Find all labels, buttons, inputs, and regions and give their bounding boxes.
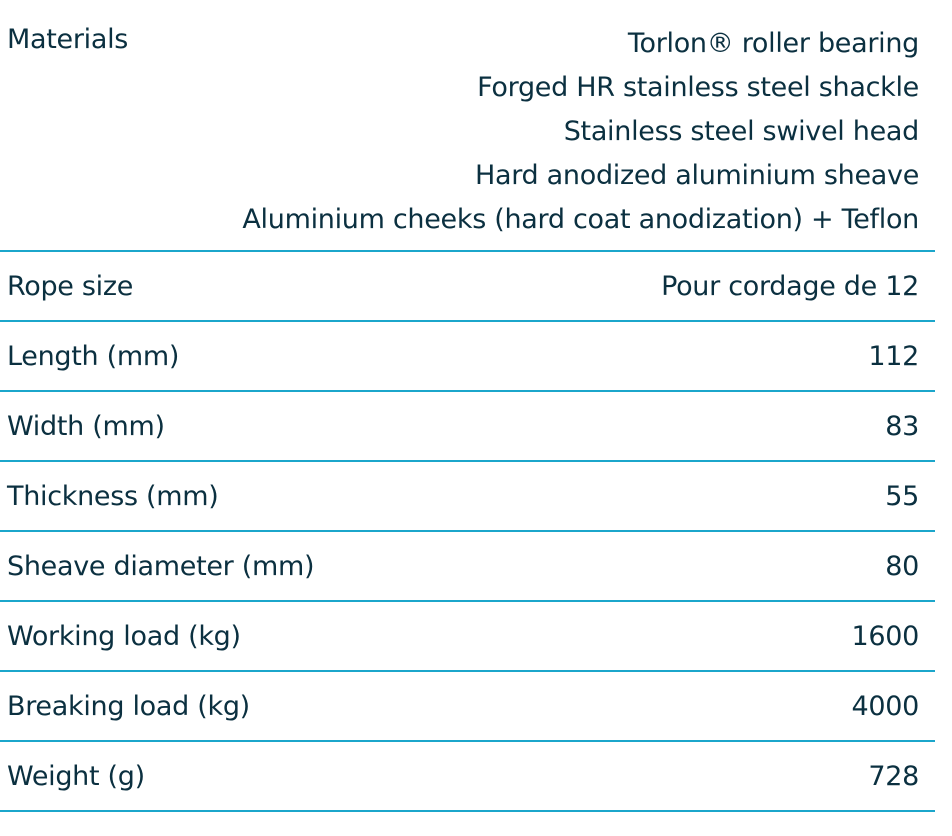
spec-row-thickness: Thickness (mm) 55 (0, 462, 935, 532)
spec-value: 55 (885, 480, 919, 512)
spec-row-working-load: Working load (kg) 1600 (0, 602, 935, 672)
spec-value: 1600 (851, 620, 919, 652)
materials-values: Torlon® roller bearing Forged HR stainle… (242, 22, 919, 242)
material-item: Stainless steel swivel head (563, 116, 920, 147)
spec-label: Sheave diameter (mm) (7, 550, 315, 582)
spec-table: Materials Torlon® roller bearing Forged … (0, 0, 935, 812)
spec-label: Materials (7, 24, 129, 55)
spec-label: Length (mm) (7, 340, 180, 372)
spec-value: 112 (868, 340, 919, 372)
spec-label: Rope size (7, 270, 134, 302)
material-item: Forged HR stainless steel shackle (477, 72, 919, 103)
spec-row-rope-size: Rope size Pour cordage de 12 (0, 252, 935, 322)
spec-label: Width (mm) (7, 410, 165, 442)
spec-row-breaking-load: Breaking load (kg) 4000 (0, 672, 935, 742)
material-item: Hard anodized aluminium sheave (474, 160, 919, 191)
material-item: Aluminium cheeks (hard coat anodization)… (242, 204, 919, 235)
spec-label: Breaking load (kg) (7, 690, 250, 722)
spec-label: Thickness (mm) (7, 480, 219, 512)
material-item: Torlon® roller bearing (627, 28, 919, 59)
spec-row-weight: Weight (g) 728 (0, 742, 935, 812)
spec-value: 4000 (851, 690, 919, 722)
spec-row-sheave-diameter: Sheave diameter (mm) 80 (0, 532, 935, 602)
spec-row-width: Width (mm) 83 (0, 392, 935, 462)
spec-label: Weight (g) (7, 760, 145, 792)
spec-label: Working load (kg) (7, 620, 241, 652)
spec-value: 83 (885, 410, 919, 442)
spec-row-materials: Materials Torlon® roller bearing Forged … (0, 0, 935, 252)
spec-value: Pour cordage de 12 (661, 270, 919, 302)
spec-row-length: Length (mm) 112 (0, 322, 935, 392)
spec-value: 80 (885, 550, 919, 582)
spec-value: 728 (868, 760, 919, 792)
